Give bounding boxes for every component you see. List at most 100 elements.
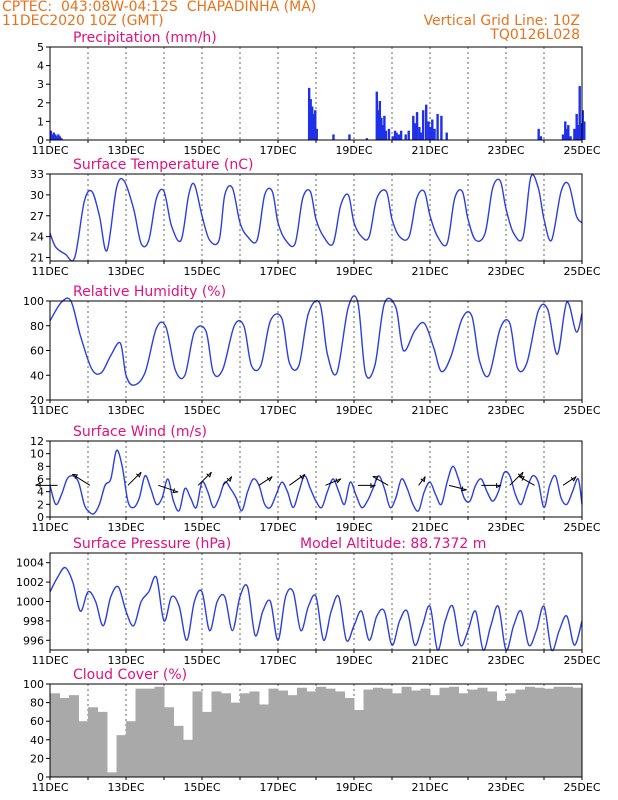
cloud-bar [126, 721, 136, 777]
panel-title: Surface Pressure (hPa) [73, 536, 231, 552]
cloud-bar [316, 686, 326, 777]
cloud-bar [268, 688, 279, 777]
precip-bar [569, 136, 572, 140]
precip-bar [387, 128, 391, 140]
panel-title: Relative Humidity (%) [73, 284, 226, 300]
precip-bar [567, 125, 570, 140]
y-tick-label: 20 [30, 394, 44, 407]
wind-arrow-head [372, 476, 379, 481]
x-tick-label: 11DEC [31, 521, 68, 534]
y-tick-label: 40 [30, 734, 44, 747]
x-tick-label: 23DEC [487, 781, 524, 794]
cloud-bar [468, 689, 478, 777]
wind-arrow [258, 476, 273, 486]
precip-bar [412, 115, 415, 140]
panel-title: Cloud Cover (%) [73, 667, 187, 683]
precip-bar [384, 130, 388, 140]
precip-bar [397, 134, 401, 140]
y-tick-label: 40 [30, 369, 44, 382]
precip-bar [537, 128, 540, 140]
wind-arrow-head [136, 471, 142, 478]
wind-arrow-head [370, 483, 376, 489]
precip-bar [309, 99, 312, 140]
x-tick-label: 19DEC [335, 781, 372, 794]
x-tick-label: 25DEC [563, 521, 600, 534]
cloud-bar [50, 693, 60, 777]
precip-bar [564, 121, 567, 140]
wind-arrow-head [461, 486, 467, 492]
x-tick-label: 21DEC [411, 144, 448, 157]
wind-arrow-head [72, 473, 79, 479]
x-tick-label: 13DEC [107, 404, 144, 417]
precip-bar [419, 132, 423, 140]
precip-bar [54, 134, 57, 140]
precip-bar [52, 132, 55, 140]
x-tick-label: 25DEC [563, 654, 600, 667]
precip-bar [332, 134, 335, 140]
cloud-bar [107, 772, 117, 777]
wind-arrow [418, 476, 426, 486]
cloud-bar [135, 688, 146, 777]
precip-bar [395, 132, 398, 140]
x-tick-label: 17DEC [259, 781, 296, 794]
cloud-bar [297, 687, 307, 777]
wind-arrow [222, 476, 233, 486]
x-tick-label: 25DEC [563, 144, 600, 157]
precip-bar [381, 125, 385, 140]
precip-bar [440, 115, 443, 140]
precip-bar [415, 112, 419, 140]
y-tick-label: 6 [37, 473, 44, 486]
y-tick-label: 10 [30, 448, 44, 461]
cloud-bar [373, 687, 383, 777]
cloud-bar [164, 707, 174, 777]
wind-arrow [158, 484, 179, 493]
x-tick-label: 17DEC [259, 265, 296, 278]
y-tick-label: 0 [37, 771, 44, 784]
x-tick-label: 23DEC [487, 265, 524, 278]
precip-bar [399, 130, 403, 140]
x-tick-label: 15DEC [183, 265, 220, 278]
y-tick-label: 5 [37, 41, 44, 54]
y-tick-label: 100 [23, 295, 44, 308]
cloud-bar [325, 688, 336, 777]
y-tick-label: 1 [37, 115, 44, 128]
x-tick-label: 19DEC [335, 144, 372, 157]
x-tick-label: 13DEC [107, 265, 144, 278]
precip-bar [314, 110, 317, 140]
wind-arrow-head [496, 483, 502, 489]
x-tick-label: 15DEC [183, 781, 220, 794]
wind-arrow [72, 473, 91, 486]
cloud-bar [420, 688, 431, 777]
precip-bar [57, 134, 60, 140]
forecast-time: 11DEC2020 10Z (GMT) [2, 13, 164, 29]
cloud-bar [78, 721, 89, 777]
wind-arrow [372, 476, 389, 486]
x-tick-label: 17DEC [259, 404, 296, 417]
x-tick-label: 21DEC [411, 521, 448, 534]
cloud-bar [572, 687, 583, 777]
wind-arrow [509, 471, 524, 486]
precip-bar [436, 113, 439, 140]
x-tick-label: 21DEC [411, 404, 448, 417]
y-tick-label: 100 [23, 678, 44, 691]
wind-arrow [325, 478, 342, 486]
precip-bar [407, 130, 410, 140]
cloud-bar [525, 686, 535, 777]
precip-bar [577, 125, 580, 140]
precip-bar [421, 110, 425, 140]
cloud-bar [487, 691, 497, 777]
panel-frame [49, 552, 583, 651]
panel-annotation: Model Altitude: 88.7372 m [300, 536, 486, 552]
precip-bar [575, 113, 578, 140]
cloud-bar [382, 688, 393, 777]
precip-bar [348, 134, 351, 140]
y-tick-label: 1004 [16, 557, 44, 570]
precip-bar [427, 121, 430, 140]
wind-arrow [127, 471, 142, 486]
precip-bar [383, 115, 386, 140]
series-line [49, 566, 583, 652]
y-tick-label: 33 [30, 168, 44, 181]
cloud-bar [411, 690, 421, 777]
grid-line-note: Vertical Grid Line: 10Z [423, 13, 580, 29]
y-tick-label: 2 [37, 498, 44, 511]
